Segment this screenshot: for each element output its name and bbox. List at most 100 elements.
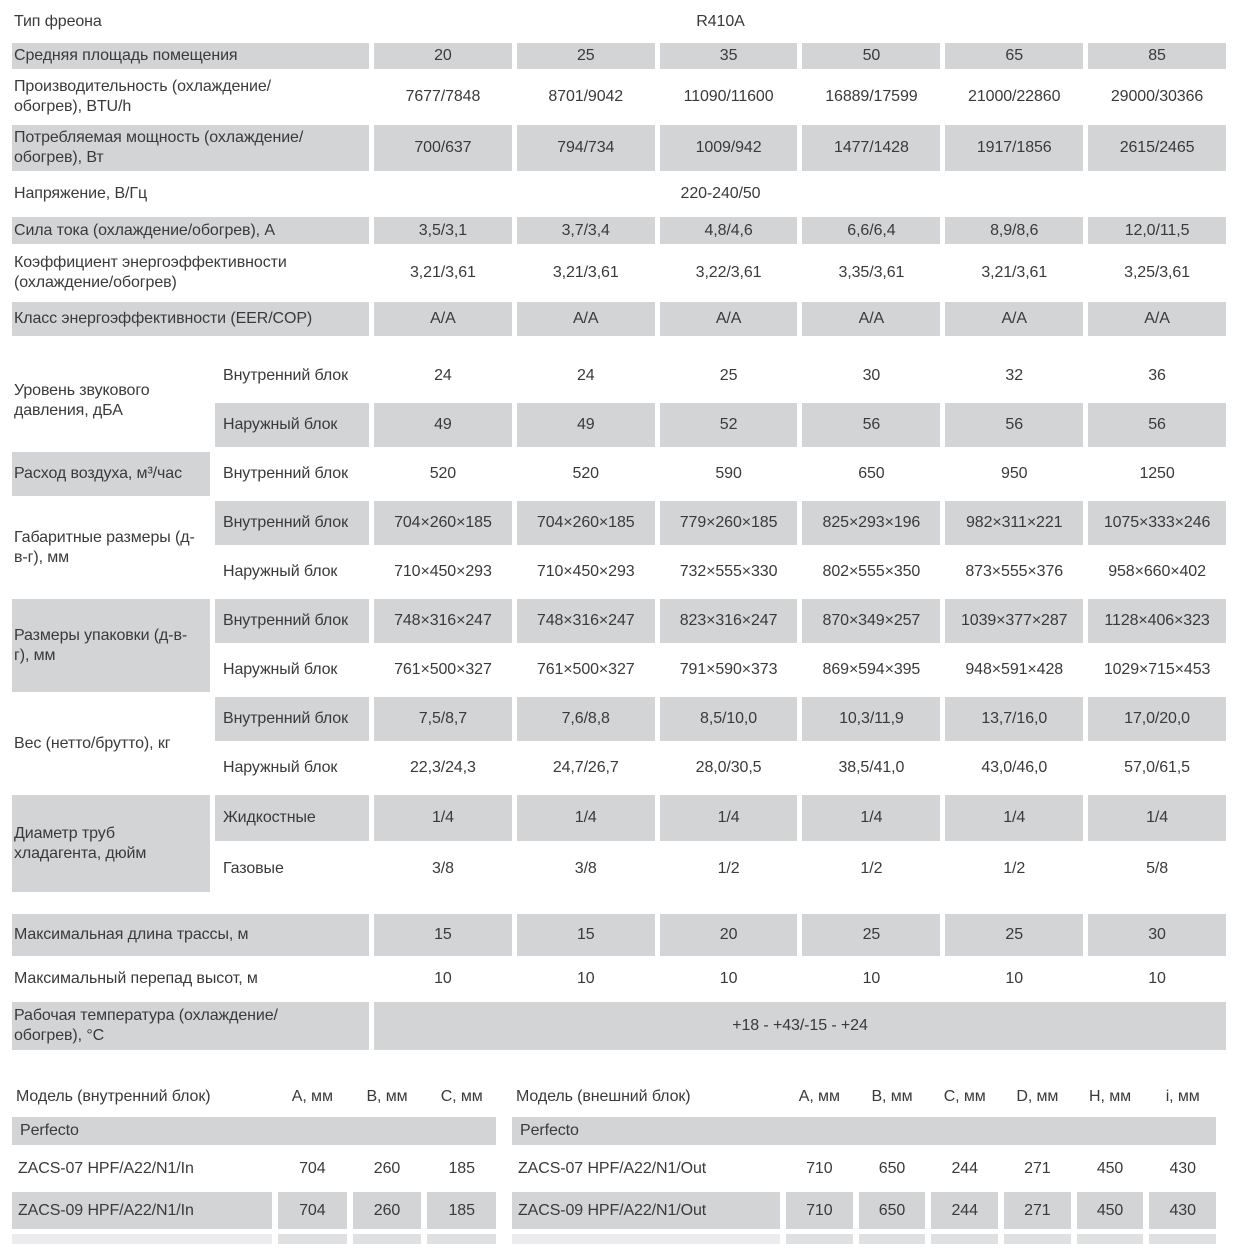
spec-sublabel: Газовые: [223, 860, 284, 877]
spec-group-body: Жидкостные 1/4 1/4 1/4 1/4 1/4 1/4 Газовые 3/8 3/…: [215, 795, 1226, 892]
spec-sheet: Тип фреона R410A Средняя площадь помещения…: [12, 6, 1226, 1244]
model-row: ZACS-07 HPF/A22/N1/Out 710 650 244 271 450 430: [512, 1150, 1216, 1187]
spec-value-cell: 958×660×402: [1108, 563, 1206, 580]
spec-row-voltage: Напряжение, В/Гц 220-240/50: [12, 176, 1226, 212]
spec-value-cell: 1/4: [374, 795, 512, 841]
spec-value-cell: 10,3/11,9: [802, 697, 941, 741]
spec-row-power: Потребляемая мощность (охлаждение/обогре…: [12, 125, 1226, 171]
spec-value-cell: 982×311×221: [945, 501, 1084, 545]
spec-value-cell: 948×591×428: [965, 661, 1064, 678]
spec-value-cell: 20: [659, 914, 798, 956]
spec-value-cell: 43,0/46,0: [981, 759, 1048, 776]
clipped-cell: [427, 1234, 496, 1244]
spec-row-class: Класс энергоэффективности (EER/COP) А/А А/…: [12, 302, 1226, 336]
spec-row-label: Габаритные размеры (д-в-г), мм: [14, 528, 195, 566]
indoor-table-title: Модель (внутренний блок): [16, 1088, 211, 1105]
spec-row-dims: Габаритные размеры (д-в-г), мм Внутренний…: [12, 501, 1226, 594]
clipped-cell: [1004, 1234, 1071, 1244]
spec-value-cell: 22,3/24,3: [410, 759, 476, 776]
spec-row-label: Уровень звукового давления, дБА: [14, 381, 150, 419]
dim-col-header: i, мм: [1165, 1088, 1200, 1105]
dim-value-cell: 450: [1096, 1159, 1124, 1177]
indoor-series-band: Perfecto: [12, 1117, 496, 1145]
spec-value-cell: 1/2: [860, 860, 883, 877]
spec-sublabel: Наружный блок: [215, 403, 369, 447]
spec-value-cell: 1477/1428: [802, 125, 941, 171]
spec-value-cell: 56: [945, 403, 1084, 447]
spec-value-cell: 1075×333×246: [1088, 501, 1226, 545]
spec-value-cell: 8701/9042: [548, 88, 624, 105]
outdoor-table-header: Модель (внешний блок) А, мм В, мм С, мм D, …: [512, 1082, 1216, 1112]
spec-value-cell: 748×316×247: [516, 599, 655, 643]
clipped-cell: [1076, 1234, 1144, 1244]
spec-value-cell: 49: [374, 403, 512, 447]
dim-value-cell: 710: [806, 1159, 833, 1177]
spec-value-cell: 1/4: [659, 795, 798, 841]
outdoor-dimensions-table: Модель (внешний блок) А, мм В, мм С, мм D, …: [512, 1082, 1217, 1244]
dim-value-cell: 430: [1149, 1192, 1217, 1229]
spec-row-pipes: Диаметр труб хладагента, дюйм Жидкостные 1…: [12, 795, 1226, 892]
spec-value-cell: 10: [434, 970, 452, 987]
spec-value-cell: 700/637: [374, 125, 512, 171]
spec-value-cell: 7677/7848: [405, 88, 481, 105]
dim-value-cell: 260: [352, 1192, 422, 1229]
spec-value-cell: 704×260×185: [374, 501, 512, 545]
spec-row-label: Максимальная длина трассы, м: [12, 914, 369, 956]
spec-row-label: Напряжение, В/Гц: [14, 185, 148, 202]
spec-row-maxdrop: Максимальный перепад высот, м 10 10 10 10 10 1…: [12, 961, 1226, 997]
clipped-cell: [278, 1234, 347, 1244]
spec-value-cell: 1/2: [717, 860, 740, 877]
spec-group-body: Внутренний блок 520 520 590 650 950 1250: [215, 452, 1226, 496]
spec-sublabel: Наружный блок: [223, 661, 338, 678]
spec-value-cell: 20: [374, 43, 512, 69]
dim-value-cell: 271: [1004, 1192, 1071, 1229]
model-row: ZACS-09 HPF/A22/N1/Out 710 650 244 271 450 430: [512, 1192, 1217, 1229]
indoor-table-rows: ZACS-07 HPF/A22/N1/In 704 260 185 ZACS-09 HP…: [12, 1150, 497, 1229]
indoor-table-header: Модель (внутренний блок) А, мм В, мм С, мм: [12, 1082, 496, 1112]
spec-value-cell: 1009/942: [659, 125, 798, 171]
spec-value-cell: 35: [659, 43, 798, 69]
spec-value-cell: 520: [572, 465, 600, 482]
spec-value-cell: 590: [715, 465, 742, 482]
spec-value-cell: 710×450×293: [394, 563, 492, 580]
spec-row-maxlen: Максимальная длина трассы, м 15 15 20 25 25 30: [12, 914, 1226, 956]
spec-value-cell: 24: [576, 367, 595, 384]
spec-value-cell: 12,0/11,5: [1088, 217, 1226, 244]
spec-row-label: Сила тока (охлаждение/обогрев), А: [12, 217, 369, 244]
spec-subrow: Внутренний блок 520 520 590 650 950 1250: [215, 452, 1226, 496]
spec-row-label: Класс энергоэффективности (EER/COP): [12, 302, 369, 336]
spec-value-cell: 36: [1148, 367, 1166, 384]
clipped-row: [512, 1234, 1216, 1244]
outdoor-series-band: Perfecto: [512, 1117, 1216, 1145]
spec-row-label: Коэффициент энергоэффективности (охлажде…: [14, 254, 287, 291]
spec-row-label: Производительность (охлаждение/обогрев),…: [14, 78, 271, 115]
spec-row-label: Размеры упаковки (д-в-г), мм: [12, 599, 210, 692]
spec-row-current: Сила тока (охлаждение/обогрев), А 3,5/3,1…: [12, 217, 1226, 244]
merged-value-cell: +18 - +43/-15 - +24: [374, 1002, 1226, 1050]
spec-value-cell: 870×349×257: [802, 599, 941, 643]
merged-value-cell: 220-240/50: [680, 185, 761, 202]
spec-value-cell: 15: [516, 914, 655, 956]
spec-value-cell: 28,0/30,5: [695, 759, 762, 776]
model-name: ZACS-09 HPF/A22/N1/Out: [512, 1192, 780, 1229]
spec-row-temp: Рабочая температура (охлаждение/обогрев)…: [12, 1002, 1226, 1050]
dim-value-cell: 185: [448, 1159, 475, 1177]
spec-row-label: Средняя площадь помещения: [12, 43, 369, 69]
dim-col-header: С, мм: [943, 1088, 986, 1105]
spec-value-cell: 21000/22860: [968, 88, 1061, 105]
spec-value-cell: 50: [802, 43, 941, 69]
spec-value-cell: 15: [374, 914, 512, 956]
dim-col-header: D, мм: [1016, 1088, 1059, 1105]
spec-value-cell: 13,7/16,0: [945, 697, 1084, 741]
spec-sublabel: Наружный блок: [223, 759, 338, 776]
spec-value-cell: 57,0/61,5: [1124, 759, 1190, 776]
dim-value-cell: 271: [1024, 1159, 1051, 1177]
dim-value-cell: 650: [858, 1192, 926, 1229]
clipped-cell: [12, 1234, 272, 1244]
spec-value-cell: 1039×377×287: [945, 599, 1084, 643]
spec-value-cell: 761×500×327: [536, 661, 635, 678]
spec-row-label: Максимальный перепад высот, м: [14, 970, 258, 987]
spec-value-cell: 7,5/8,7: [374, 697, 512, 741]
spec-value-cell: А/А: [802, 302, 941, 336]
clipped-cell: [858, 1234, 926, 1244]
